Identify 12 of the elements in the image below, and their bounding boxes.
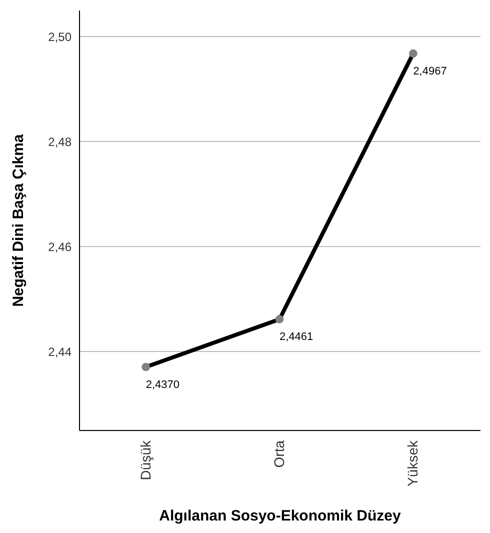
data-label: 2,4461	[280, 331, 314, 344]
x-axis-title: Algılanan Sosyo-Ekonomik Düzey	[159, 507, 402, 524]
x-tick-label: Yüksek	[404, 440, 421, 486]
y-tick-label: 2,44	[48, 344, 72, 359]
x-tick-label: Orta	[271, 440, 287, 468]
y-tick-label: 2,48	[48, 134, 72, 149]
x-tick-label: Düşük	[137, 440, 154, 480]
y-tick-label: 2,46	[48, 240, 72, 254]
y-tick-label: 2,50	[48, 30, 72, 44]
data-label: 2,4370	[146, 379, 180, 391]
y-axis-title: Negatif Dini Başa Çıkma	[10, 134, 28, 307]
data-label: 2,4967	[413, 66, 447, 78]
